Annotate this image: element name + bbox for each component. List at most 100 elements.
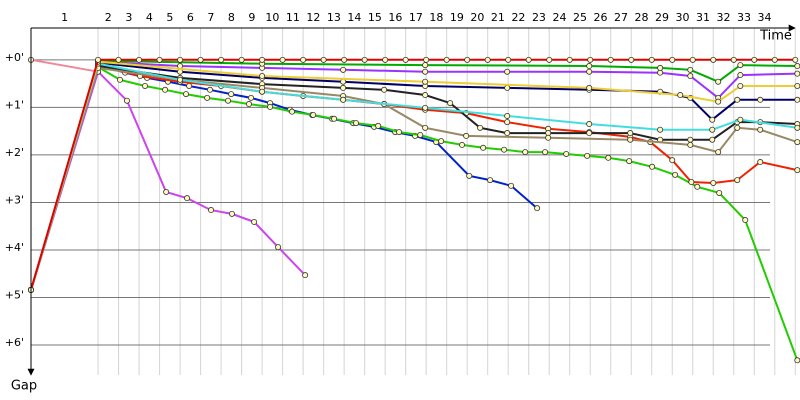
x-tick-label: 28 (634, 11, 648, 24)
data-point (300, 56, 307, 63)
x-axis-label: Time (759, 29, 792, 44)
data-point (546, 56, 553, 63)
x-tick-label: 15 (368, 11, 382, 24)
y-tick-label: +0' (5, 51, 24, 64)
data-point (136, 56, 143, 63)
data-point (422, 62, 429, 69)
data-point (422, 124, 429, 131)
x-tick-label: 6 (187, 11, 194, 24)
data-point (484, 56, 491, 63)
data-point (545, 134, 552, 141)
data-point (715, 98, 722, 105)
data-point (504, 112, 511, 119)
data-point (689, 56, 696, 63)
data-point (794, 96, 800, 103)
data-point (657, 126, 664, 133)
data-point (177, 76, 184, 83)
data-point (563, 150, 570, 157)
series-line (30, 65, 799, 361)
x-tick-label: 5 (166, 11, 173, 24)
data-point (737, 72, 744, 79)
data-point (737, 82, 744, 89)
x-tick-label: 8 (228, 11, 235, 24)
data-point (248, 94, 255, 101)
data-point (794, 357, 800, 364)
data-point (259, 56, 266, 63)
data-point (279, 56, 286, 63)
data-point (163, 188, 170, 195)
x-tick-label: 21 (491, 11, 505, 24)
data-point (687, 136, 694, 143)
data-point (207, 86, 214, 93)
series-line (30, 61, 798, 291)
x-tick-label: 10 (265, 11, 279, 24)
series-line (30, 58, 99, 73)
data-point (156, 56, 163, 63)
data-point (627, 130, 634, 137)
x-tick-label: 31 (696, 11, 710, 24)
data-point (672, 171, 679, 178)
data-point (734, 96, 741, 103)
data-point (477, 124, 484, 131)
data-point (607, 56, 614, 63)
data-point (504, 68, 511, 75)
grid (31, 28, 796, 375)
data-point (259, 73, 266, 80)
data-point (669, 157, 676, 164)
data-point (742, 217, 749, 224)
y-tick-label: +1' (5, 98, 24, 111)
y-tick-label: +3' (5, 193, 24, 206)
data-point (751, 56, 758, 63)
x-tick-label: 13 (327, 11, 341, 24)
data-point (586, 121, 593, 128)
series-line (30, 63, 798, 291)
data-point (438, 138, 445, 145)
x-tick-label: 11 (286, 11, 300, 24)
data-point (694, 183, 701, 190)
x-tick-label: 27 (614, 11, 628, 24)
data-point (142, 82, 149, 89)
data-point (275, 244, 282, 251)
data-point (218, 56, 225, 63)
x-tick-label: 3 (125, 11, 132, 24)
data-point (340, 96, 347, 103)
data-point (669, 56, 676, 63)
data-point (466, 172, 473, 179)
x-tick-label: 14 (347, 11, 361, 24)
data-point (794, 70, 800, 77)
data-point (340, 84, 347, 91)
series-line (30, 63, 538, 291)
data-point (361, 56, 368, 63)
data-point (508, 182, 515, 189)
data-point (238, 56, 245, 63)
data-point (794, 124, 800, 131)
data-point (710, 56, 717, 63)
x-tick-label: 23 (532, 11, 546, 24)
data-point (177, 56, 184, 63)
data-point (710, 179, 717, 186)
data-point (792, 56, 799, 63)
y-tick-label: +4' (5, 241, 24, 254)
data-point (627, 136, 634, 143)
data-point (423, 56, 430, 63)
data-point (584, 152, 591, 159)
x-tick-label: 7 (207, 11, 214, 24)
data-point (586, 84, 593, 91)
x-tick-label: 19 (450, 11, 464, 24)
data-point (730, 56, 737, 63)
data-point (417, 131, 424, 138)
data-point (320, 56, 327, 63)
data-point (123, 97, 130, 104)
data-point (757, 159, 764, 166)
x-tick-label: 12 (306, 11, 320, 24)
data-point (504, 84, 511, 91)
data-point (534, 205, 541, 212)
data-point (525, 56, 532, 63)
data-point (734, 177, 741, 184)
x-tick-label: 34 (758, 11, 772, 24)
data-point (245, 101, 252, 108)
data-point (208, 207, 215, 214)
data-point (794, 167, 800, 174)
data-point (382, 56, 389, 63)
